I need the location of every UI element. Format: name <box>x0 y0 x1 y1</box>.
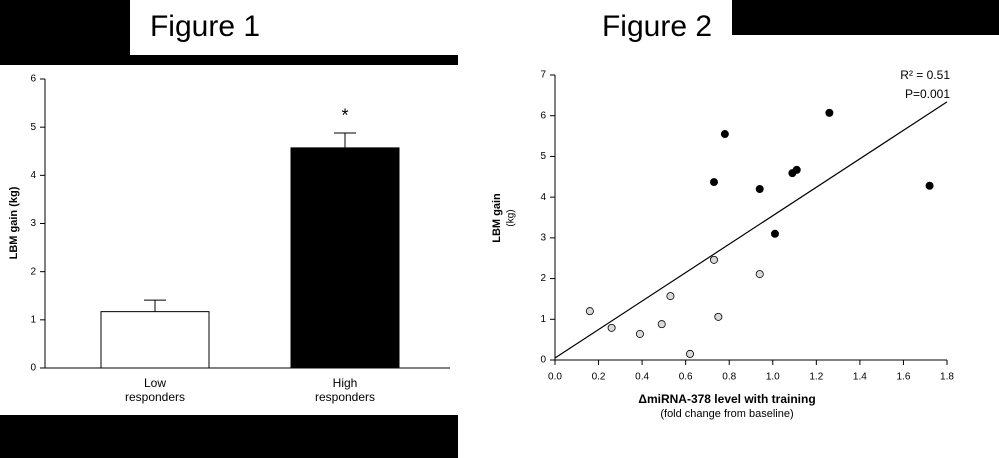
point <box>755 184 764 193</box>
x-tick-label: 0.4 <box>635 372 649 383</box>
y-tick-label: 2 <box>30 266 36 277</box>
bar <box>290 147 400 369</box>
y-tick-label: 6 <box>30 74 36 85</box>
y-axis-label: (kg) <box>506 209 517 226</box>
figure-title: Figure 1 <box>150 10 260 43</box>
trendline <box>554 101 948 359</box>
x-tick-label: High responders <box>315 376 375 404</box>
x-tick-label: Low responders <box>125 376 185 404</box>
point <box>770 229 779 238</box>
y-tick-label: 5 <box>540 151 546 162</box>
figure-title: Figure 2 <box>602 10 712 43</box>
point <box>792 165 801 174</box>
y-tick-label: 0 <box>30 363 36 374</box>
x-tick-label: 0.6 <box>679 372 693 383</box>
y-tick-label: 1 <box>30 314 36 325</box>
y-tick-label: 7 <box>540 70 546 81</box>
annotation: P=0.001 <box>905 87 950 101</box>
y-tick-label: 3 <box>30 218 36 229</box>
y-tick-label: 2 <box>540 273 546 284</box>
y-tick-label: 5 <box>30 122 36 133</box>
point <box>714 312 723 321</box>
point <box>585 307 594 316</box>
point <box>686 349 695 358</box>
point <box>755 270 764 279</box>
x-tick-label: 1.0 <box>766 372 780 383</box>
point <box>720 130 729 139</box>
x-tick-label: 0.0 <box>548 372 562 383</box>
point <box>925 181 934 190</box>
y-tick-label: 0 <box>540 355 546 366</box>
black-band <box>0 55 458 65</box>
significance-mark: * <box>341 106 348 126</box>
y-tick-label: 3 <box>540 232 546 243</box>
bar <box>100 311 210 369</box>
x-tick-label: 1.8 <box>940 372 954 383</box>
point <box>825 108 834 117</box>
y-tick-label: 1 <box>540 314 546 325</box>
black-block <box>0 0 130 65</box>
x-tick-label: 1.4 <box>853 372 867 383</box>
x-tick-label: 1.2 <box>809 372 823 383</box>
x-tick-label: 0.2 <box>592 372 606 383</box>
x-tick-label: 1.6 <box>896 372 910 383</box>
black-block <box>732 0 999 35</box>
point <box>709 255 718 264</box>
y-tick-label: 4 <box>30 170 36 181</box>
point <box>709 178 718 187</box>
y-axis-label: LBM gain <box>491 193 503 243</box>
point <box>635 329 644 338</box>
y-tick-label: 6 <box>540 110 546 121</box>
x-axis-sublabel: (fold change from baseline) <box>660 408 793 420</box>
y-tick-label: 4 <box>540 192 546 203</box>
point <box>657 320 666 329</box>
y-axis-label: LBM gain (kg) <box>8 186 20 259</box>
point <box>607 323 616 332</box>
point <box>666 292 675 301</box>
black-band <box>0 415 458 458</box>
x-tick-label: 0.8 <box>722 372 736 383</box>
annotation: R² = 0.51 <box>900 68 950 82</box>
x-axis-label: ΔmiRNA-378 level with training <box>638 392 815 406</box>
